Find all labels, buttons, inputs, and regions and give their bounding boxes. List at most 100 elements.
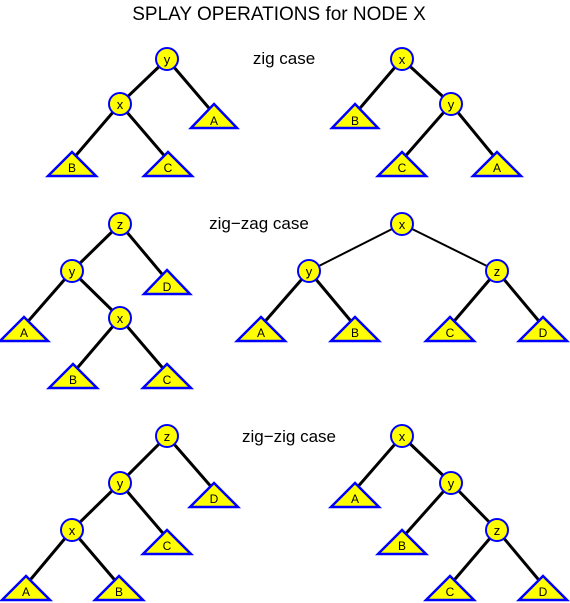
svg-text:x: x [117,97,124,112]
subtree-A: A [0,574,54,602]
svg-text:D: D [163,280,172,294]
svg-text:y: y [117,476,124,491]
edge-x-z [401,223,498,272]
svg-text:B: B [115,585,123,599]
edge-x-B [70,102,122,162]
subtree-D: D [515,315,570,343]
node-x: x [60,518,84,542]
svg-text:y: y [164,52,171,67]
subtree-A: A [327,481,383,509]
node-z: z [155,424,179,448]
node-z: z [108,212,132,236]
edge-y-C [400,102,453,162]
subtree-C: C [422,315,478,343]
subtree-A: A [233,315,289,343]
edge-y-C [118,481,169,540]
svg-text:x: x [69,523,76,538]
subtree-B: B [45,362,101,390]
svg-text:C: C [163,373,172,387]
edge-x-B [353,57,404,116]
edge-y-A [22,269,74,328]
subtree-A: A [469,150,525,178]
edge-z-D [118,222,169,282]
svg-text:D: D [539,326,548,340]
svg-text:x: x [117,311,124,326]
node-x: x [390,47,414,71]
node-z: z [485,518,509,542]
zigzig-after-tree: A B C D x y z [327,424,570,602]
svg-text:A: A [493,161,501,175]
zigzag-after-tree: A B C D x y z [233,212,570,343]
svg-text:C: C [164,161,173,175]
svg-text:A: A [20,326,28,340]
svg-text:B: B [69,373,77,387]
svg-text:B: B [398,539,406,553]
edge-x-B [71,316,122,375]
svg-text:A: A [210,114,218,128]
subtree-A: A [0,315,52,343]
subtree-C: C [140,150,196,178]
subtree-D: D [186,481,242,509]
svg-text:B: B [68,161,76,175]
edge-z-C [448,528,499,587]
zigzig-caption: zig−zig case [242,427,336,446]
edge-y-A [449,102,499,162]
zigzag-caption: zig−zag case [209,214,309,233]
node-y: y [155,47,179,71]
svg-text:x: x [399,217,406,232]
zig-after-tree: B C A x y [329,47,525,178]
subtree-D: D [141,268,193,296]
subtree-C: C [139,528,195,556]
edge-y-A [259,269,311,328]
subtree-A: A [188,102,240,130]
subtree-C: C [139,362,195,390]
node-z: z [485,259,509,283]
zig-before-tree: A B C y x [44,47,240,178]
svg-text:z: z [494,523,501,538]
diagram-title: SPLAY OPERATIONS for NODE X [132,4,426,25]
subtree-D: D [515,574,570,602]
zigzig-before-tree: D C A B z y x [0,424,242,602]
svg-text:B: B [351,114,359,128]
zigzag-case: zig−zag case D A B C z y x A B C [0,212,570,390]
svg-text:y: y [448,476,455,491]
edge-x-C [118,316,169,375]
edge-x-B [70,528,121,587]
node-y: y [108,471,132,495]
node-x: x [108,306,132,330]
svg-text:C: C [446,326,455,340]
svg-text:B: B [351,326,359,340]
svg-text:C: C [163,539,172,553]
svg-text:z: z [494,264,501,279]
zig-case: zig case A B C y x B C A x y [44,47,525,178]
edge-x-y [308,223,403,272]
svg-text:C: C [398,161,407,175]
zig-caption: zig case [253,49,315,68]
node-y: y [60,259,84,283]
node-y: y [439,92,463,116]
svg-text:x: x [399,52,406,67]
svg-text:A: A [351,492,359,506]
node-x: x [390,212,414,236]
subtree-B: B [374,528,430,556]
svg-text:D: D [539,585,548,599]
svg-text:A: A [257,326,265,340]
edge-y-B [400,481,453,540]
svg-text:D: D [210,492,219,506]
subtree-B: B [327,315,383,343]
node-y: y [439,471,463,495]
zigzig-case: zig−zig case D C A B z y x A B C [0,424,570,602]
svg-text:z: z [117,217,124,232]
subtree-B: B [329,102,381,130]
svg-text:y: y [306,264,313,279]
subtree-C: C [374,150,430,178]
edge-z-C [448,269,499,328]
subtree-B: B [44,150,100,178]
svg-text:C: C [446,585,455,599]
node-x: x [390,424,414,448]
node-y: y [297,259,321,283]
edge-y-A [165,57,216,116]
subtree-B: B [91,574,147,602]
